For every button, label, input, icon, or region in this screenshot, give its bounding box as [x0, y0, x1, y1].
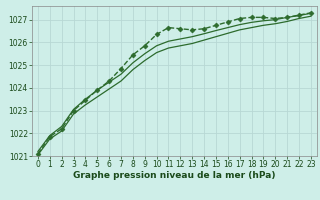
X-axis label: Graphe pression niveau de la mer (hPa): Graphe pression niveau de la mer (hPa)	[73, 171, 276, 180]
